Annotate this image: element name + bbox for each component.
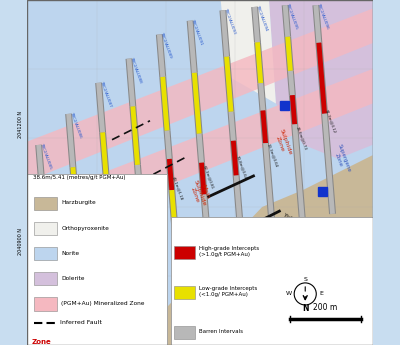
- Text: Main
Sulphide
Zone: Main Sulphide Zone: [188, 178, 212, 209]
- Bar: [34, 222, 57, 235]
- Text: Dolerite: Dolerite: [61, 276, 85, 281]
- Text: 2040900 N: 2040900 N: [18, 228, 23, 255]
- Bar: [34, 297, 57, 310]
- Text: Open: Open: [54, 305, 68, 310]
- Bar: [34, 247, 57, 260]
- Polygon shape: [221, 0, 276, 104]
- Text: 62.3m@0.81: 62.3m@0.81: [202, 165, 215, 190]
- Bar: [174, 326, 195, 339]
- Text: (PGM+Au) Mineralized Zone: (PGM+Au) Mineralized Zone: [61, 301, 145, 306]
- Text: 43.1m@1.18: 43.1m@1.18: [171, 175, 184, 200]
- Text: Main
Sulphide
Zone: Main Sulphide Zone: [77, 221, 101, 252]
- Text: Inferred Fault: Inferred Fault: [60, 320, 102, 325]
- Bar: [280, 101, 289, 110]
- Text: 44.8m@0.77: 44.8m@0.77: [140, 191, 152, 216]
- Text: E: E: [320, 292, 324, 296]
- Text: Open: Open: [42, 214, 55, 219]
- Polygon shape: [28, 0, 372, 345]
- Text: 70.8m@0.64: 70.8m@0.64: [235, 155, 247, 179]
- Text: 38.6m@2.14: 38.6m@2.14: [109, 206, 122, 231]
- Text: 13.3m@0.64: 13.3m@0.64: [266, 142, 278, 167]
- Polygon shape: [131, 155, 372, 345]
- Text: TRC2/ALU086: TRC2/ALU086: [69, 111, 82, 138]
- Text: Yofi Fault: Yofi Fault: [283, 213, 306, 229]
- Text: Harzburgite: Harzburgite: [61, 200, 96, 205]
- Bar: [318, 187, 327, 196]
- Text: Supergene
Zone: Supergene Zone: [332, 143, 352, 175]
- Text: 2041200 N: 2041200 N: [18, 111, 23, 138]
- Polygon shape: [28, 69, 372, 241]
- Bar: [34, 197, 57, 210]
- Text: Zone: Zone: [32, 339, 51, 345]
- Text: TRC2/ALU095: TRC2/ALU095: [285, 2, 298, 30]
- Bar: [174, 246, 195, 259]
- Bar: [34, 272, 57, 285]
- Text: 62.8m@0.53: 62.8m@0.53: [78, 225, 90, 249]
- Text: Open: Open: [49, 260, 62, 265]
- Text: TRC2/ALU087: TRC2/ALU087: [99, 80, 112, 107]
- Text: TRC2/ALU085: TRC2/ALU085: [39, 142, 52, 169]
- Text: TRC2/ALU088: TRC2/ALU088: [129, 56, 142, 83]
- Bar: [174, 286, 195, 299]
- Text: 38.6m/5.41 (metres/g/t PGM+Au): 38.6m/5.41 (metres/g/t PGM+Au): [33, 175, 125, 180]
- Polygon shape: [28, 9, 372, 181]
- Bar: [28, 174, 167, 345]
- Polygon shape: [269, 0, 372, 159]
- Text: TRC2/ALU093: TRC2/ALU093: [223, 7, 236, 35]
- Text: 26.6m@0.73: 26.6m@0.73: [296, 126, 308, 151]
- Text: TRC2/ALU089: TRC2/ALU089: [159, 31, 173, 59]
- Text: TRC2/ALU094: TRC2/ALU094: [255, 4, 268, 31]
- Text: 91.3m@3.12: 91.3m@3.12: [325, 109, 337, 134]
- Text: Norite: Norite: [61, 251, 80, 256]
- Text: Central Sector: Central Sector: [185, 267, 304, 285]
- Text: Sulphide
Zone: Sulphide Zone: [273, 129, 292, 158]
- Text: S: S: [303, 277, 307, 282]
- Bar: [171, 217, 372, 345]
- Text: TRC2/ALU091: TRC2/ALU091: [190, 18, 203, 45]
- Text: 90.7m@0.63: 90.7m@0.63: [47, 242, 59, 267]
- Text: Low-grade Intercepts
(<1.0g/ PGM+Au): Low-grade Intercepts (<1.0g/ PGM+Au): [199, 286, 258, 297]
- Text: W: W: [286, 292, 292, 296]
- Text: N: N: [302, 304, 308, 313]
- Text: Orthopyroxenite: Orthopyroxenite: [61, 226, 109, 230]
- Text: TRC2/ALU096: TRC2/ALU096: [316, 2, 329, 30]
- Text: 200 m: 200 m: [314, 304, 338, 313]
- Text: Barren Intervals: Barren Intervals: [199, 329, 243, 334]
- Text: High-grade Intercepts
(>1.0g/t PGM+Au): High-grade Intercepts (>1.0g/t PGM+Au): [199, 246, 260, 257]
